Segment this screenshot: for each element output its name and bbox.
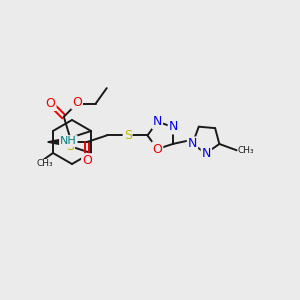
Text: S: S (124, 129, 132, 142)
Text: N: N (202, 147, 211, 160)
Text: NH: NH (60, 136, 77, 146)
Text: O: O (82, 154, 92, 167)
Text: O: O (72, 95, 82, 109)
Text: N: N (188, 137, 197, 151)
Text: O: O (152, 142, 162, 155)
Text: N: N (153, 115, 162, 128)
Text: CH₃: CH₃ (238, 146, 254, 155)
Text: O: O (46, 97, 56, 110)
Text: N: N (169, 121, 178, 134)
Text: S: S (66, 140, 74, 153)
Text: CH₃: CH₃ (37, 160, 53, 169)
